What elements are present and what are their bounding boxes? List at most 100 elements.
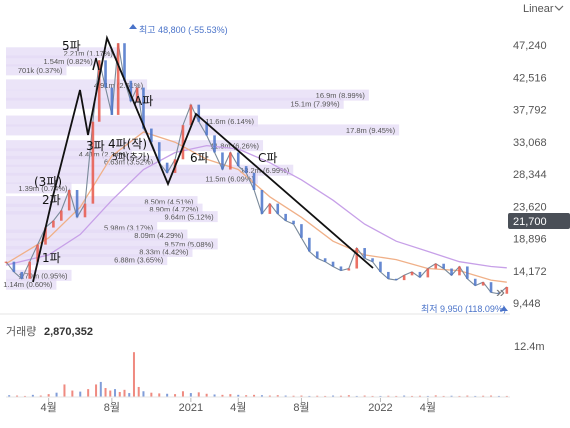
price-candle	[379, 261, 382, 272]
volume-bar	[387, 395, 390, 397]
volume-profile-label: 1.79m (0.95%)	[18, 271, 68, 280]
volume-profile-bar	[6, 278, 57, 290]
price-candle	[410, 271, 414, 276]
volume-profile-label: 701k (0.37%)	[18, 66, 63, 75]
price-candle	[371, 258, 374, 262]
handwritten-label: 6파	[190, 151, 209, 165]
volume-profile-bar	[6, 245, 193, 257]
price-candle	[355, 248, 359, 269]
volume-bar	[355, 395, 358, 397]
price-tick-label: 37,792	[513, 105, 547, 117]
volume-bar	[237, 394, 240, 397]
volume-profile-label: 11.8m (6.26%)	[210, 142, 259, 151]
current-price-badge	[508, 213, 570, 229]
volume-profile-bar	[6, 164, 294, 176]
volume-profile-label: 1.14m (0.60%)	[3, 280, 53, 289]
volume-profile-bar	[6, 140, 264, 152]
volume-axis-tick: 12.4m	[514, 341, 545, 353]
collapse-panel-icon[interactable]: »	[496, 284, 505, 301]
price-candle	[505, 286, 509, 294]
price-candle	[450, 268, 453, 276]
handwritten-trendlines	[32, 34, 374, 283]
price-candle	[292, 220, 295, 225]
price-tick-label: 18,896	[513, 234, 547, 246]
price-candle	[458, 266, 461, 276]
volume-bar	[442, 395, 445, 397]
price-candle	[142, 87, 145, 129]
volume-profile-label: 11.6m (6.14%)	[205, 117, 254, 126]
price-candle	[157, 142, 161, 163]
moving-average-line	[5, 144, 507, 269]
handwritten-label: 2파	[42, 193, 61, 207]
price-candle	[67, 190, 71, 211]
scale-label[interactable]: Linear	[523, 3, 554, 15]
price-candle	[197, 104, 201, 122]
price-candle	[489, 282, 493, 293]
volume-profile-label: 6.63m (3.52%)	[104, 157, 154, 166]
volume-profile-bar	[6, 97, 344, 109]
chevron-down-icon[interactable]	[554, 5, 564, 11]
volume-profile-label: 11.5m (6.09%)	[205, 174, 254, 183]
price-candle	[394, 278, 398, 281]
price-candle	[181, 125, 185, 160]
price-candle	[91, 121, 95, 204]
volume-title: 거래량	[6, 325, 36, 338]
volume-profile-label: 17.8m (9.45%)	[346, 126, 396, 135]
handwritten-label: 3파	[86, 139, 105, 153]
price-candle	[339, 266, 343, 271]
price-candle	[221, 152, 224, 170]
price-candle	[75, 190, 79, 218]
volume-profile-label: 8.50m (4.51%)	[144, 198, 194, 207]
volume-profile: 2.21m (1.17%)1.54m (0.82%)701k (0.37%) 4.…	[3, 47, 400, 290]
price-candle	[129, 80, 133, 102]
price-candle	[150, 128, 153, 143]
volume-profile-label: 2.21m (1.17%)	[64, 49, 114, 58]
time-tick-label: 2022	[368, 402, 392, 414]
volume-profile-bar	[6, 79, 148, 91]
time-axis: 4월 8월 2021 4월 8월 2022 4월	[41, 398, 436, 414]
volume-bar	[189, 393, 192, 397]
volume-profile-label: 8.09m (4.29%)	[134, 231, 184, 240]
price-candle	[135, 87, 139, 102]
volume-profile-label: 16.9m (8.99%)	[316, 91, 366, 100]
volume-bar	[104, 388, 107, 397]
volume-profile-label: 4.41m (2.34%)	[79, 150, 129, 159]
price-candle	[260, 190, 264, 214]
volume-bar	[221, 394, 224, 397]
volume-bar	[300, 395, 303, 397]
volume-bar	[308, 395, 311, 397]
price-candle	[481, 282, 485, 286]
price-candle	[4, 261, 8, 263]
volume-bar	[213, 394, 216, 397]
price-candle	[497, 292, 501, 294]
price-candle	[97, 60, 101, 122]
price-tick-label: 23,620	[513, 201, 547, 213]
volume-bar	[450, 395, 453, 397]
moving-average-line	[5, 131, 507, 283]
price-candle	[104, 60, 107, 88]
handwritten-label: (3파)	[34, 175, 62, 189]
price-candle	[323, 258, 327, 262]
volume-profile-bar	[6, 229, 188, 241]
time-tick-label: 8월	[293, 401, 309, 414]
volume-profile-bar	[6, 115, 258, 127]
volume-bar	[95, 384, 98, 397]
price-candle	[236, 152, 240, 167]
volume-profile-bar	[6, 55, 97, 67]
volume-bar	[197, 392, 200, 397]
volume-bar	[150, 392, 153, 397]
price-candle	[434, 263, 438, 269]
handwritten-label: A파	[134, 94, 153, 108]
volume-profile-label: 8.90m (4.72%)	[149, 205, 199, 214]
price-candle	[165, 162, 169, 173]
volume-bar	[109, 390, 112, 397]
volume-bar	[339, 395, 342, 397]
volume-bar	[132, 352, 135, 397]
price-tick-label: 28,344	[513, 169, 547, 181]
volume-bar	[474, 395, 477, 397]
time-tick-label: 4월	[41, 401, 57, 414]
volume-bar	[260, 395, 263, 397]
price-tick-label: 42,516	[513, 72, 547, 84]
high-marker-arrow-icon	[129, 24, 137, 29]
volume-bar	[379, 395, 382, 397]
